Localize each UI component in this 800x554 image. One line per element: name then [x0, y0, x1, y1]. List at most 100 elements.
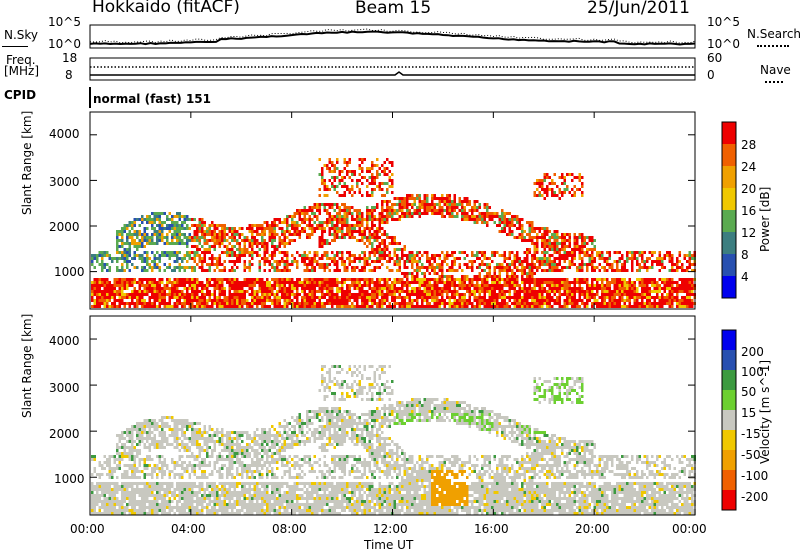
- power-cell: [128, 278, 131, 281]
- power-cell: [373, 302, 376, 305]
- power-cell: [466, 299, 469, 302]
- power-cell: [498, 305, 501, 308]
- power-cell: [193, 254, 196, 257]
- power-cell: [98, 296, 101, 299]
- power-cell: [286, 290, 289, 293]
- power-cell: [216, 299, 219, 302]
- power-cell: [141, 278, 144, 281]
- velocity-cell: [118, 503, 121, 506]
- power-cell: [98, 281, 101, 284]
- power-cell: [248, 302, 251, 305]
- power-cell: [583, 278, 586, 281]
- power-cell: [266, 227, 269, 230]
- power-cell: [378, 305, 381, 308]
- power-cell: [223, 260, 226, 263]
- power-cell: [441, 266, 444, 269]
- velocity-cell: [111, 509, 114, 512]
- power-cell: [311, 218, 314, 221]
- power-cell: [288, 278, 291, 281]
- power-cell: [328, 170, 331, 173]
- power-cell: [548, 188, 551, 191]
- power-cell: [166, 293, 169, 296]
- power-cell: [448, 299, 451, 302]
- power-cb-tick: 16: [741, 204, 757, 218]
- power-cell: [151, 233, 154, 236]
- power-cell: [523, 284, 526, 287]
- power-cell: [483, 290, 486, 293]
- power-cell: [643, 251, 646, 254]
- power-cell: [336, 260, 339, 263]
- power-cell: [606, 284, 609, 287]
- power-cell: [511, 260, 514, 263]
- power-cell: [471, 254, 474, 257]
- power-cell: [371, 167, 374, 170]
- power-cell: [428, 281, 431, 284]
- power-cell: [218, 254, 221, 257]
- power-cell: [208, 233, 211, 236]
- power-cell: [316, 209, 319, 212]
- power-cell: [243, 299, 246, 302]
- power-cell: [546, 290, 549, 293]
- power-cell: [556, 185, 559, 188]
- power-cell: [376, 290, 379, 293]
- power-cell: [368, 269, 371, 272]
- power-cell: [538, 302, 541, 305]
- power-cell: [151, 278, 154, 281]
- power-cell: [233, 299, 236, 302]
- power-cell: [366, 296, 369, 299]
- power-cell: [238, 293, 241, 296]
- power-cell: [393, 281, 396, 284]
- power-cell: [611, 266, 614, 269]
- power-cell: [278, 278, 281, 281]
- power-cell: [188, 239, 191, 242]
- power-cell: [148, 299, 151, 302]
- power-cell: [511, 218, 514, 221]
- power-cell: [506, 305, 509, 308]
- power-cell: [676, 302, 679, 305]
- power-cell: [353, 236, 356, 239]
- power-cell: [378, 293, 381, 296]
- power-cell: [126, 257, 129, 260]
- velocity-cell: [116, 449, 119, 452]
- power-cell: [483, 305, 486, 308]
- power-cell: [173, 230, 176, 233]
- power-cell: [401, 197, 404, 200]
- power-cell: [348, 224, 351, 227]
- power-cell: [431, 287, 434, 290]
- power-cell: [123, 278, 126, 281]
- power-cell: [341, 293, 344, 296]
- power-cell: [683, 257, 686, 260]
- power-cell: [228, 278, 231, 281]
- power-cell: [331, 206, 334, 209]
- power-cell: [443, 203, 446, 206]
- power-cell: [173, 278, 176, 281]
- velocity-cell: [96, 512, 99, 515]
- power-cell: [436, 296, 439, 299]
- power-cell: [556, 233, 559, 236]
- velocity-cell: [113, 458, 116, 461]
- power-cell: [131, 278, 134, 281]
- power-cell: [628, 299, 631, 302]
- power-cell: [311, 266, 314, 269]
- power-cell: [226, 248, 229, 251]
- power-cell: [158, 302, 161, 305]
- power-cell: [166, 284, 169, 287]
- power-cell: [546, 245, 549, 248]
- velocity-cell: [98, 482, 101, 485]
- velocity-cell: [91, 512, 94, 515]
- power-cell: [513, 236, 516, 239]
- power-cell: [446, 197, 449, 200]
- power-cell: [383, 296, 386, 299]
- power-cell: [253, 278, 256, 281]
- power-cell: [306, 254, 309, 257]
- power-cell: [268, 236, 271, 239]
- nave-tick-top: 60: [707, 51, 723, 65]
- power-cell: [478, 275, 481, 278]
- power-cell: [148, 302, 151, 305]
- power-cell: [211, 233, 214, 236]
- power-cell: [301, 281, 304, 284]
- power-cell: [553, 260, 556, 263]
- power-cell: [356, 284, 359, 287]
- power-cell: [581, 293, 584, 296]
